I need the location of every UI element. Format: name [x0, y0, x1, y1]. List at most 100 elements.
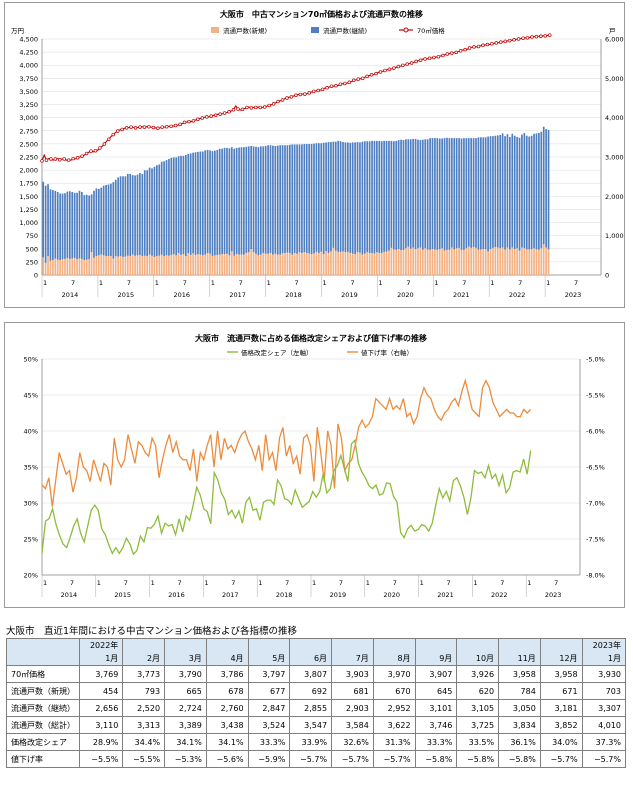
table-cell: 34.4%: [122, 733, 166, 751]
bar-continuing: [538, 133, 540, 250]
revision-share-chart-panel: 大阪市 流通戸数に占める価格改定シェアおよび値下げ率の推移 価格改定シェア（左軸）…: [4, 322, 625, 608]
price-point: [507, 38, 512, 43]
legend-swatch: [311, 27, 319, 33]
bar-continuing: [480, 137, 482, 250]
bar-new: [390, 247, 393, 275]
price-point: [173, 123, 178, 128]
bar-continuing: [298, 144, 301, 253]
price-point: [271, 102, 276, 106]
x-year-label: 2015: [114, 591, 131, 599]
price-point: [378, 70, 383, 74]
y-left-tick-label: 2,500: [19, 140, 38, 148]
bar-continuing: [320, 143, 323, 252]
bar-continuing: [83, 195, 86, 261]
table-cell: 3,584: [331, 716, 374, 734]
bar-continuing: [339, 141, 342, 253]
price-point: [289, 95, 294, 99]
bar-continuing: [66, 191, 69, 259]
bar-new: [189, 254, 192, 275]
bar-continuing: [56, 192, 59, 260]
bar-new: [501, 247, 504, 275]
bar-continuing: [325, 142, 327, 252]
bar-new: [388, 250, 390, 275]
bar-continuing: [356, 142, 359, 253]
bar-new: [361, 254, 364, 275]
x-month-label: 7: [231, 579, 235, 587]
bar-continuing: [228, 148, 231, 256]
bar-continuing: [71, 192, 74, 259]
price-point: [516, 37, 521, 41]
header-year-cell: [122, 638, 166, 652]
bar-continuing: [59, 193, 61, 261]
price-point: [191, 119, 196, 123]
price-point: [481, 43, 485, 48]
bar-new: [117, 256, 120, 275]
table-cell: 671: [539, 682, 583, 700]
header-month-cell: 1月: [78, 652, 124, 666]
price-point: [285, 96, 289, 100]
bar-continuing: [475, 138, 477, 248]
bar-continuing: [318, 143, 320, 253]
bar-new: [185, 256, 187, 275]
price-point: [147, 124, 151, 129]
x-month-label: 1: [312, 579, 316, 587]
bar-new: [528, 249, 531, 275]
bar-continuing: [395, 140, 398, 250]
price-point: [369, 73, 374, 77]
bar-new: [523, 248, 526, 275]
bar-new: [332, 247, 335, 275]
bar-continuing: [472, 138, 475, 248]
bar-new: [163, 256, 165, 275]
bar-new: [470, 247, 473, 275]
bar-continuing: [47, 184, 49, 257]
bar-continuing: [97, 188, 100, 256]
bar-continuing: [465, 138, 468, 249]
price-point: [276, 99, 280, 104]
bar-new: [308, 253, 311, 275]
price-point: [294, 93, 298, 97]
bar-new: [496, 247, 499, 275]
bar-new: [172, 254, 175, 275]
bar-new: [400, 250, 402, 275]
table-cell: 645: [414, 682, 458, 700]
bar-continuing: [255, 146, 257, 254]
x-month-label: 1: [97, 579, 101, 587]
price-point: [298, 92, 303, 97]
row-label: 流通戸数（継続）: [6, 699, 80, 717]
bar-continuing: [327, 142, 330, 253]
bar-continuing: [504, 136, 506, 250]
bar-continuing: [322, 142, 325, 255]
bar-continuing: [110, 183, 112, 257]
bar-new: [545, 247, 547, 275]
bar-new: [525, 249, 528, 275]
price-point: [374, 71, 378, 76]
y-left-tick-label: 40%: [24, 428, 38, 436]
x-month-label: 7: [574, 279, 578, 287]
table-cell: 3,769: [78, 665, 124, 683]
table-cell: −5.5%: [122, 750, 166, 768]
price-point: [347, 80, 352, 85]
price-point: [396, 64, 401, 69]
x-month-label: 1: [434, 279, 438, 287]
bar-continuing: [73, 192, 76, 259]
bar-new: [93, 257, 95, 275]
bar-new: [318, 252, 320, 275]
bar-new: [245, 252, 248, 275]
table-cell: 2,855: [289, 699, 333, 717]
x-month-label: 7: [554, 579, 558, 587]
table-cell: −5.7%: [539, 750, 583, 768]
bar-continuing: [535, 133, 538, 250]
bar-continuing: [330, 142, 332, 252]
x-month-label: 1: [43, 279, 47, 287]
x-year-label: 2017: [222, 591, 239, 599]
bar-new: [436, 249, 439, 275]
price-point: [75, 156, 80, 160]
bar-continuing: [482, 137, 485, 250]
bar-new: [492, 247, 494, 275]
header-month-cell: 6月: [289, 652, 333, 666]
table-cell: 678: [205, 682, 249, 700]
bar-new: [126, 255, 129, 275]
price-point: [303, 92, 307, 96]
price-point: [111, 132, 116, 137]
price-point: [401, 63, 405, 68]
